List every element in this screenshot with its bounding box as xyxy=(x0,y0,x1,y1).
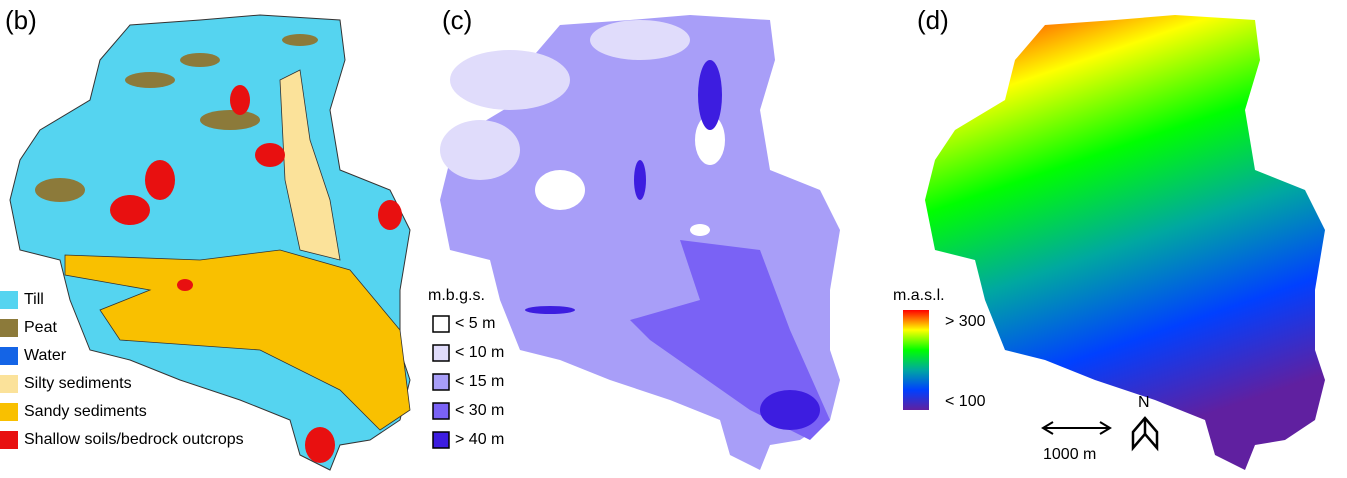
panel-label: (c) xyxy=(442,5,472,35)
legend-label: < 5 m xyxy=(455,315,495,332)
geology-map xyxy=(9,14,411,471)
legend-swatch xyxy=(432,344,450,362)
colorbar-min: < 100 xyxy=(945,393,986,410)
legend-label: Water xyxy=(24,347,67,364)
panel-label: (d) xyxy=(917,5,949,35)
north-label: N xyxy=(1138,394,1150,411)
legend-title: m.b.g.s. xyxy=(428,287,485,304)
legend-swatch xyxy=(0,291,18,309)
scale-bar xyxy=(1041,421,1112,435)
legend-swatch xyxy=(0,375,18,393)
legend-swatch xyxy=(432,315,450,333)
legend-swatch xyxy=(0,347,18,365)
legend-swatch xyxy=(432,431,450,449)
legend-label: Sandy sediments xyxy=(24,403,147,420)
legend-swatch xyxy=(0,403,18,421)
legend-swatch xyxy=(0,319,18,337)
legend-label: < 15 m xyxy=(455,373,504,390)
legend-swatch xyxy=(432,373,450,391)
legend-label: Shallow soils/bedrock outcrops xyxy=(24,431,244,448)
legend-swatch xyxy=(432,402,450,420)
panel-label: (b) xyxy=(5,5,37,35)
legend-swatch xyxy=(0,431,18,449)
north-arrow xyxy=(1131,416,1159,452)
legend-title: m.a.s.l. xyxy=(893,287,945,304)
legend-label: < 10 m xyxy=(455,344,504,361)
legend-label: Till xyxy=(24,291,44,308)
depth-map xyxy=(440,15,840,470)
legend-label: Silty sediments xyxy=(24,375,132,392)
scale-label: 1000 m xyxy=(1043,446,1096,463)
colorbar xyxy=(903,310,929,410)
legend-label: < 30 m xyxy=(455,402,504,419)
colorbar-max: > 300 xyxy=(945,313,986,330)
legend-label: Peat xyxy=(24,319,57,336)
legend-label: > 40 m xyxy=(455,431,504,448)
